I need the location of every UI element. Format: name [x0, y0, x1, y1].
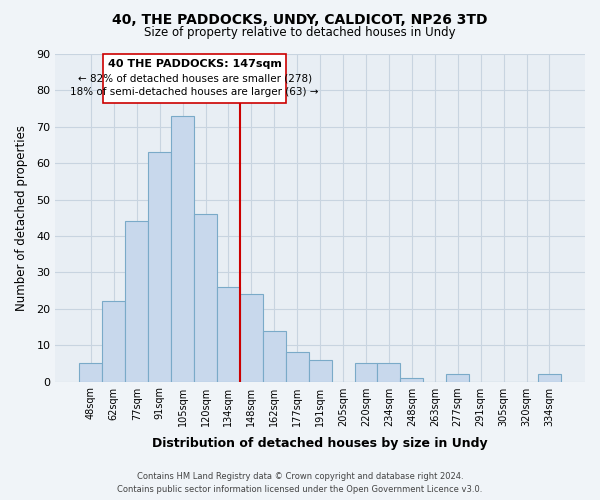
Y-axis label: Number of detached properties: Number of detached properties [15, 125, 28, 311]
Bar [194, 214, 217, 382]
Bar [538, 374, 561, 382]
Text: Contains public sector information licensed under the Open Government Licence v3: Contains public sector information licen… [118, 485, 482, 494]
Bar [171, 116, 194, 382]
Bar [148, 152, 171, 382]
Text: ← 82% of detached houses are smaller (278): ← 82% of detached houses are smaller (27… [77, 74, 311, 84]
Bar [240, 294, 263, 382]
Bar [79, 364, 103, 382]
Bar [286, 352, 308, 382]
Bar [377, 364, 400, 382]
Text: 40 THE PADDOCKS: 147sqm: 40 THE PADDOCKS: 147sqm [107, 59, 281, 69]
Bar [217, 287, 240, 382]
Text: 40, THE PADDOCKS, UNDY, CALDICOT, NP26 3TD: 40, THE PADDOCKS, UNDY, CALDICOT, NP26 3… [112, 12, 488, 26]
Bar [308, 360, 332, 382]
Text: Contains HM Land Registry data © Crown copyright and database right 2024.: Contains HM Land Registry data © Crown c… [137, 472, 463, 481]
Bar [446, 374, 469, 382]
Bar [263, 330, 286, 382]
Bar [355, 364, 377, 382]
Bar [400, 378, 424, 382]
Text: Size of property relative to detached houses in Undy: Size of property relative to detached ho… [144, 26, 456, 39]
Bar [103, 302, 125, 382]
Text: 18% of semi-detached houses are larger (63) →: 18% of semi-detached houses are larger (… [70, 88, 319, 98]
X-axis label: Distribution of detached houses by size in Undy: Distribution of detached houses by size … [152, 437, 488, 450]
Bar [125, 222, 148, 382]
